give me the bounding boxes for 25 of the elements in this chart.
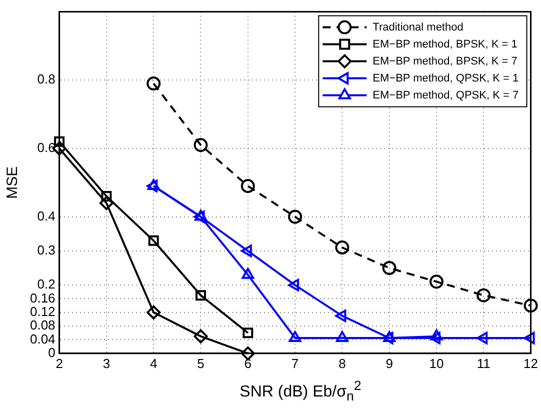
y-axis-title: MSE: [4, 166, 22, 199]
x-tick-label: 10: [429, 356, 444, 371]
x-tick-label: 4: [150, 356, 158, 371]
x-tick-label: 12: [524, 356, 538, 371]
legend-label: EM−BP method, BPSK, K = 7: [372, 55, 518, 68]
y-tick-label: 0: [48, 344, 56, 360]
y-tick-label: 0.12: [30, 304, 56, 319]
legend-label: EM−BP method, QPSK, K = 1: [372, 72, 519, 84]
y-tick-label: 0.04: [30, 331, 56, 346]
legend-label: EM−BP method, QPSK, K = 7: [372, 89, 519, 102]
x-tick-label: 9: [386, 356, 393, 371]
y-tick-label: 0.2: [37, 276, 56, 292]
legend-label: EM−BP method, BPSK, K = 1: [372, 38, 518, 50]
y-tick-label: 0.3: [37, 242, 56, 258]
y-tick-label: 0.08: [30, 318, 56, 333]
x-tick-label: 3: [102, 356, 110, 371]
x-tick-label: 7: [291, 356, 299, 371]
x-tick-label: 11: [476, 356, 490, 371]
x-tick-label: 8: [338, 356, 346, 371]
legend-label: Traditional method: [372, 21, 464, 34]
x-tick-label: 2: [56, 356, 63, 371]
y-tick-label: 0.4: [37, 208, 56, 224]
y-tick-label: 0.16: [30, 290, 56, 306]
y-tick-label: 0.8: [37, 72, 56, 87]
x-tick-label: 5: [197, 356, 204, 371]
